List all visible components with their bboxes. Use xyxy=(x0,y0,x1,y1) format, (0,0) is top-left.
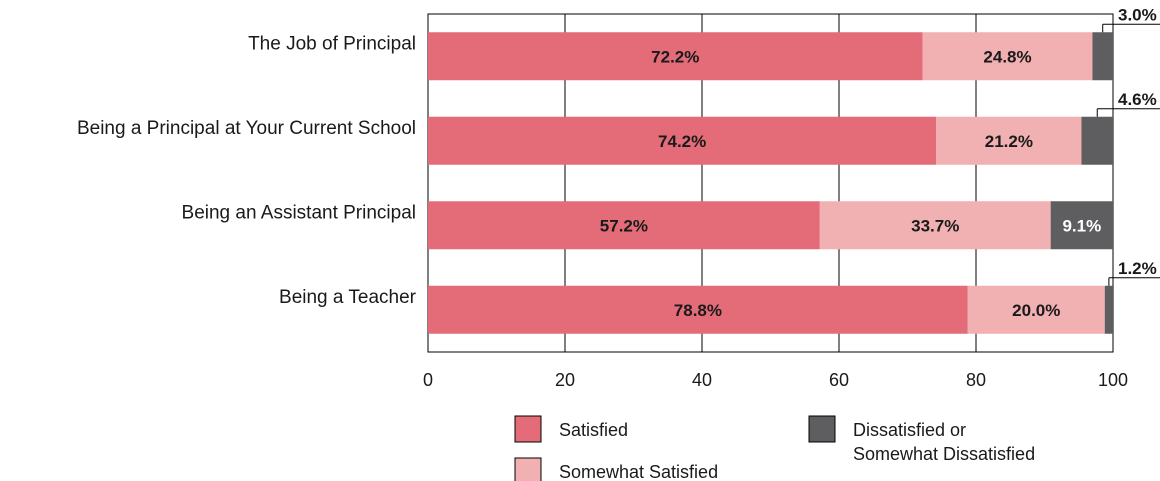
bar-somewhat-satisfied-2[interactable] xyxy=(936,116,1082,165)
bar-satisfied-2[interactable] xyxy=(428,116,937,165)
value-label: 21.2% xyxy=(985,132,1033,151)
x-tick-label: 20 xyxy=(555,370,575,390)
x-tick-label: 40 xyxy=(692,370,712,390)
x-tick-label: 100 xyxy=(1098,370,1128,390)
value-label-callout: 3.0% xyxy=(1118,5,1157,24)
bar-somewhat-satisfied-1[interactable] xyxy=(922,32,1093,81)
category-label: Being a Teacher xyxy=(279,287,417,308)
legend-swatch xyxy=(808,415,836,443)
category-label: Being a Principal at Your Current School xyxy=(77,118,416,139)
bar-somewhat-satisfied-4[interactable] xyxy=(967,285,1105,334)
bar-dissatisfied-1[interactable] xyxy=(1092,32,1113,81)
bar-satisfied-4[interactable] xyxy=(428,285,968,334)
legend-label: Satisfied xyxy=(559,420,628,440)
legend-label: Somewhat Satisfied xyxy=(559,462,718,481)
x-tick-label: 0 xyxy=(423,370,433,390)
value-label: 20.0% xyxy=(1012,301,1060,320)
value-label-callout: 1.2% xyxy=(1118,259,1157,278)
bar-somewhat-satisfied-3[interactable] xyxy=(819,201,1051,250)
value-label: 24.8% xyxy=(983,47,1031,66)
x-tick-label: 60 xyxy=(829,370,849,390)
legend-swatch xyxy=(514,457,542,481)
value-label-callout: 4.6% xyxy=(1118,90,1157,109)
value-label: 78.8% xyxy=(674,301,722,320)
value-label: 33.7% xyxy=(911,216,959,235)
bar-dissatisfied-4[interactable] xyxy=(1104,285,1113,334)
value-label: 9.1% xyxy=(1062,216,1101,235)
value-label: 72.2% xyxy=(651,47,699,66)
bar-dissatisfied-2[interactable] xyxy=(1081,116,1113,165)
category-label: Being an Assistant Principal xyxy=(182,202,416,223)
x-tick-label: 80 xyxy=(966,370,986,390)
category-label: The Job of Principal xyxy=(248,33,416,54)
legend-label: Somewhat Dissatisfied xyxy=(853,444,1035,464)
legend-label: Dissatisfied or xyxy=(853,420,966,440)
value-label: 74.2% xyxy=(658,132,706,151)
bar-satisfied-1[interactable] xyxy=(428,32,923,81)
bar-satisfied-3[interactable] xyxy=(428,201,820,250)
value-label: 57.2% xyxy=(600,216,648,235)
bar-dissatisfied-3[interactable] xyxy=(1050,201,1113,250)
legend-swatch xyxy=(514,415,542,443)
